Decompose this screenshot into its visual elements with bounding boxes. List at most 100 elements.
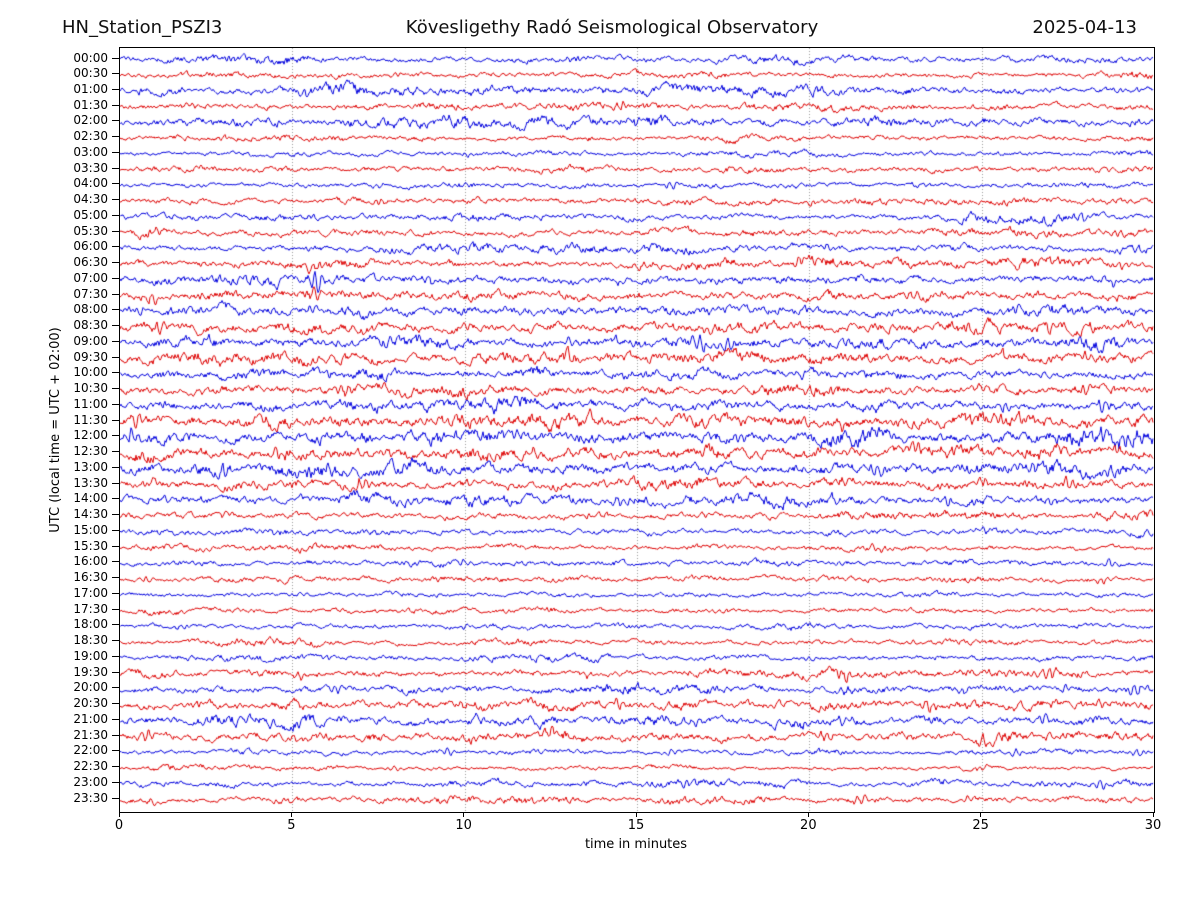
y-tick (112, 277, 119, 279)
y-tick (112, 624, 119, 626)
y-tick (112, 262, 119, 264)
y-tick-label: 03:00 (73, 144, 108, 159)
y-tick (112, 230, 119, 232)
y-tick (112, 734, 119, 736)
x-tick (635, 812, 637, 817)
y-tick (112, 703, 119, 705)
y-tick-label: 20:30 (73, 696, 108, 711)
helicorder-traces (120, 48, 1154, 812)
y-tick (112, 451, 119, 453)
y-tick (112, 529, 119, 531)
y-tick-label: 13:00 (73, 459, 108, 474)
y-tick-label: 22:30 (73, 759, 108, 774)
y-tick-label: 23:00 (73, 774, 108, 789)
y-tick (112, 561, 119, 563)
y-tick (112, 136, 119, 138)
y-tick (112, 388, 119, 390)
y-tick-label: 14:30 (73, 507, 108, 522)
y-tick-label: 00:00 (73, 50, 108, 65)
y-tick (112, 214, 119, 216)
y-tick-label: 12:30 (73, 444, 108, 459)
y-tick-label: 09:00 (73, 333, 108, 348)
y-tick (112, 167, 119, 169)
x-tick-label: 30 (1144, 818, 1162, 833)
y-tick-label: 16:30 (73, 570, 108, 585)
y-tick (112, 435, 119, 437)
y-tick (112, 640, 119, 642)
y-tick-label: 03:30 (73, 160, 108, 175)
y-tick-label: 08:00 (73, 302, 108, 317)
y-tick (112, 403, 119, 405)
y-tick-label: 21:30 (73, 727, 108, 742)
y-tick (112, 309, 119, 311)
y-tick (112, 592, 119, 594)
x-tick-label: 25 (972, 818, 989, 833)
y-tick (112, 57, 119, 59)
y-tick (112, 482, 119, 484)
y-tick-label: 18:30 (73, 633, 108, 648)
y-tick-label: 19:30 (73, 664, 108, 679)
y-tick-label: 05:00 (73, 207, 108, 222)
y-tick-label: 06:00 (73, 239, 108, 254)
y-tick (112, 718, 119, 720)
y-tick (112, 151, 119, 153)
y-tick-label: 15:30 (73, 538, 108, 553)
x-tick (463, 812, 465, 817)
y-tick-label: 07:00 (73, 270, 108, 285)
y-tick-label: 22:00 (73, 743, 108, 758)
x-tick-label: 20 (800, 818, 817, 833)
y-tick (112, 293, 119, 295)
x-tick (118, 812, 120, 817)
y-tick-label: 19:00 (73, 648, 108, 663)
y-tick-label: 23:30 (73, 790, 108, 805)
y-tick-label: 02:00 (73, 113, 108, 128)
y-tick-label: 01:30 (73, 97, 108, 112)
y-tick (112, 73, 119, 75)
y-tick-label: 10:00 (73, 365, 108, 380)
y-tick (112, 750, 119, 752)
station-title: HN_Station_PSZI3 (62, 17, 223, 38)
y-tick (112, 419, 119, 421)
y-tick (112, 671, 119, 673)
y-tick-label: 04:00 (73, 176, 108, 191)
y-tick (112, 88, 119, 90)
y-tick-label: 20:00 (73, 680, 108, 695)
date-title: 2025-04-13 (1032, 17, 1137, 38)
y-tick (112, 183, 119, 185)
y-tick (112, 104, 119, 106)
y-tick (112, 608, 119, 610)
y-tick-label: 16:00 (73, 554, 108, 569)
y-tick-label: 02:30 (73, 129, 108, 144)
y-tick-label: 18:00 (73, 617, 108, 632)
y-tick (112, 246, 119, 248)
y-tick-label: 17:30 (73, 601, 108, 616)
x-axis-label: time in minutes (584, 837, 688, 852)
y-tick (112, 655, 119, 657)
y-tick-label: 14:00 (73, 491, 108, 506)
y-tick-label: 09:30 (73, 349, 108, 364)
y-tick-label: 08:30 (73, 318, 108, 333)
y-tick (112, 514, 119, 516)
y-tick (112, 781, 119, 783)
y-tick (112, 687, 119, 689)
plot-area (119, 47, 1155, 813)
y-tick-label: 04:30 (73, 192, 108, 207)
y-tick (112, 199, 119, 201)
y-tick-label: 11:30 (73, 412, 108, 427)
observatory-title: Kövesligethy Radó Seismological Observat… (405, 17, 819, 38)
x-tick-label: 5 (287, 818, 296, 833)
y-tick (112, 340, 119, 342)
y-tick-label: 07:30 (73, 286, 108, 301)
x-tick (980, 812, 982, 817)
y-tick (112, 466, 119, 468)
x-tick-label: 0 (114, 818, 124, 833)
y-tick (112, 372, 119, 374)
y-tick-label: 17:00 (73, 585, 108, 600)
y-tick-label: 12:00 (73, 428, 108, 443)
y-tick (112, 766, 119, 768)
y-tick-label: 00:30 (73, 66, 108, 81)
y-tick-label: 11:00 (73, 396, 108, 411)
x-tick (290, 812, 292, 817)
x-tick (1152, 812, 1154, 817)
